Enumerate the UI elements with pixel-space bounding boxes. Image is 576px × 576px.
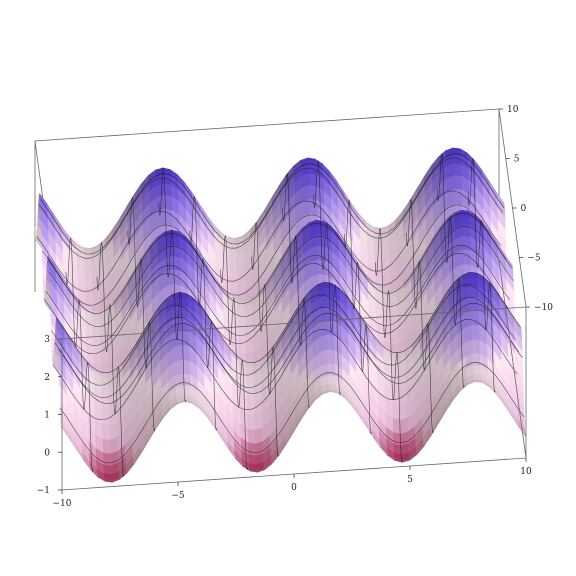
surface-patch (245, 374, 255, 388)
z-tick-label: 2 (44, 373, 50, 383)
z-tick-label: −1 (37, 486, 50, 496)
surface-patch (248, 454, 257, 466)
x-tick-label: −10 (53, 499, 72, 509)
surface-patch (84, 274, 93, 290)
surface-patch (246, 399, 256, 416)
surface-patch (238, 338, 247, 356)
z-tick-label: 3 (44, 335, 50, 345)
surface-patch (102, 439, 111, 455)
surface-patch (473, 365, 482, 376)
surface-patch (400, 431, 409, 447)
y-tick-label: −10 (534, 303, 553, 313)
surface-patch (102, 424, 111, 441)
surface-patch (237, 313, 246, 328)
surface-patch (310, 245, 319, 263)
surface-patch (247, 413, 256, 431)
z-tick-label: 0 (44, 448, 50, 458)
surface-patch (236, 262, 246, 280)
surface-patch (301, 184, 311, 202)
x-tick-label: −5 (171, 491, 185, 501)
surface-patch (381, 253, 391, 270)
surface-patch (328, 375, 337, 386)
surface-patch (462, 224, 471, 238)
surface-patch (390, 327, 399, 346)
surface-patch (399, 403, 408, 421)
surface-patch (254, 427, 264, 445)
surface-patch (228, 243, 238, 255)
y-tick-label: 5 (514, 155, 520, 165)
surface-patch (103, 452, 112, 467)
surface-patch (461, 216, 471, 227)
surface-patch (254, 398, 263, 416)
surface-patch (462, 235, 472, 251)
surface-patch (320, 349, 329, 367)
x-tick-label: 10 (520, 467, 532, 477)
surface-patch (248, 442, 257, 457)
surface-patch (92, 315, 101, 326)
surface-patch (319, 319, 328, 338)
surface-patch (471, 310, 480, 327)
x-tick-label: 0 (291, 483, 297, 493)
surface-patch (453, 163, 463, 177)
y-tick-label: −5 (527, 254, 541, 264)
z-tick-label: 1 (44, 411, 50, 421)
surface-mesh (34, 147, 527, 483)
surface-patch (229, 264, 238, 280)
surface-patch (399, 388, 408, 406)
surface-patch (471, 324, 481, 342)
surface-patch (83, 254, 93, 265)
surface-patch (229, 252, 238, 267)
surface-patch (302, 198, 311, 217)
surface-patch (319, 334, 329, 353)
surface-patch (253, 384, 262, 402)
y-tick-label: 10 (507, 105, 519, 115)
surface-patch (326, 334, 336, 352)
y-tick-label: 0 (521, 204, 527, 214)
surface-patch (100, 385, 110, 398)
surface-patch (247, 428, 256, 445)
x-tick-label: 5 (407, 475, 413, 485)
surface-patch (470, 285, 480, 299)
surface-patch (245, 337, 254, 356)
surface-patch (453, 154, 462, 165)
surface-patch (327, 363, 337, 377)
surface-patch (175, 359, 184, 376)
surface-patch (472, 339, 481, 355)
surface-patch (310, 259, 320, 278)
surface-patch (84, 262, 93, 277)
surface-patch (308, 173, 318, 187)
surface-patch (470, 277, 479, 288)
surface-patch (382, 267, 391, 285)
surface-patch (101, 396, 110, 412)
surface-patch (381, 241, 390, 257)
surface-patch (103, 464, 112, 476)
surface-patch (237, 276, 246, 295)
surface-patch (327, 349, 336, 366)
surface-patch (163, 183, 173, 198)
surface-patch (92, 335, 102, 351)
surface-patch (229, 277, 239, 295)
surface-patch (175, 373, 184, 388)
surface-patch (237, 325, 247, 341)
surface-patch (237, 305, 246, 316)
surface-patch (399, 417, 409, 435)
surface-patch (174, 344, 184, 363)
surface-patch (254, 412, 263, 431)
surface-patch (454, 175, 463, 191)
surface-patch (472, 353, 482, 367)
surface-patch (392, 418, 401, 435)
box-edge-back-top (34, 108, 500, 142)
